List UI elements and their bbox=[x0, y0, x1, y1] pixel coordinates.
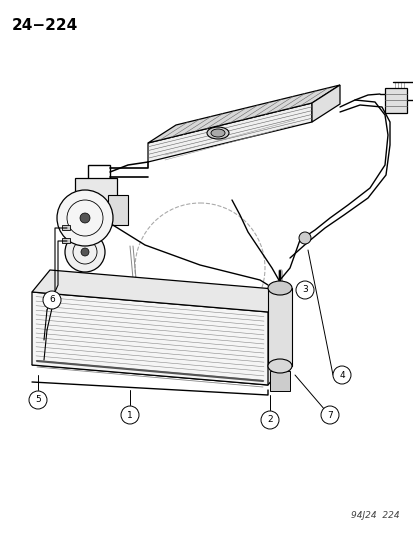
Circle shape bbox=[320, 406, 338, 424]
Polygon shape bbox=[147, 103, 311, 162]
Polygon shape bbox=[32, 292, 267, 385]
Text: 94J24  224: 94J24 224 bbox=[351, 511, 399, 520]
Bar bbox=[267, 288, 291, 366]
Circle shape bbox=[295, 281, 313, 299]
Text: 24−224: 24−224 bbox=[12, 18, 78, 33]
Text: 7: 7 bbox=[326, 410, 332, 419]
Circle shape bbox=[121, 406, 139, 424]
Text: 2: 2 bbox=[266, 416, 272, 424]
Text: 1: 1 bbox=[127, 410, 133, 419]
Polygon shape bbox=[32, 270, 285, 312]
Circle shape bbox=[29, 391, 47, 409]
Bar bbox=[62, 225, 70, 230]
Polygon shape bbox=[32, 343, 285, 385]
Circle shape bbox=[332, 366, 350, 384]
Text: 3: 3 bbox=[301, 286, 307, 295]
Text: 6: 6 bbox=[49, 295, 55, 304]
Bar bbox=[269, 371, 289, 391]
Circle shape bbox=[80, 213, 90, 223]
Polygon shape bbox=[147, 85, 339, 143]
Bar bbox=[62, 238, 70, 243]
Circle shape bbox=[81, 248, 89, 256]
Ellipse shape bbox=[211, 129, 224, 137]
Bar bbox=[75, 178, 117, 222]
Polygon shape bbox=[311, 85, 339, 122]
Ellipse shape bbox=[206, 127, 228, 139]
Bar bbox=[384, 88, 406, 113]
Circle shape bbox=[260, 411, 278, 429]
Circle shape bbox=[298, 232, 310, 244]
Text: 4: 4 bbox=[338, 370, 344, 379]
Ellipse shape bbox=[267, 281, 291, 295]
Circle shape bbox=[57, 190, 113, 246]
Text: 5: 5 bbox=[35, 395, 41, 405]
Circle shape bbox=[65, 232, 105, 272]
Circle shape bbox=[43, 291, 61, 309]
Ellipse shape bbox=[267, 359, 291, 373]
Bar bbox=[108, 195, 128, 225]
